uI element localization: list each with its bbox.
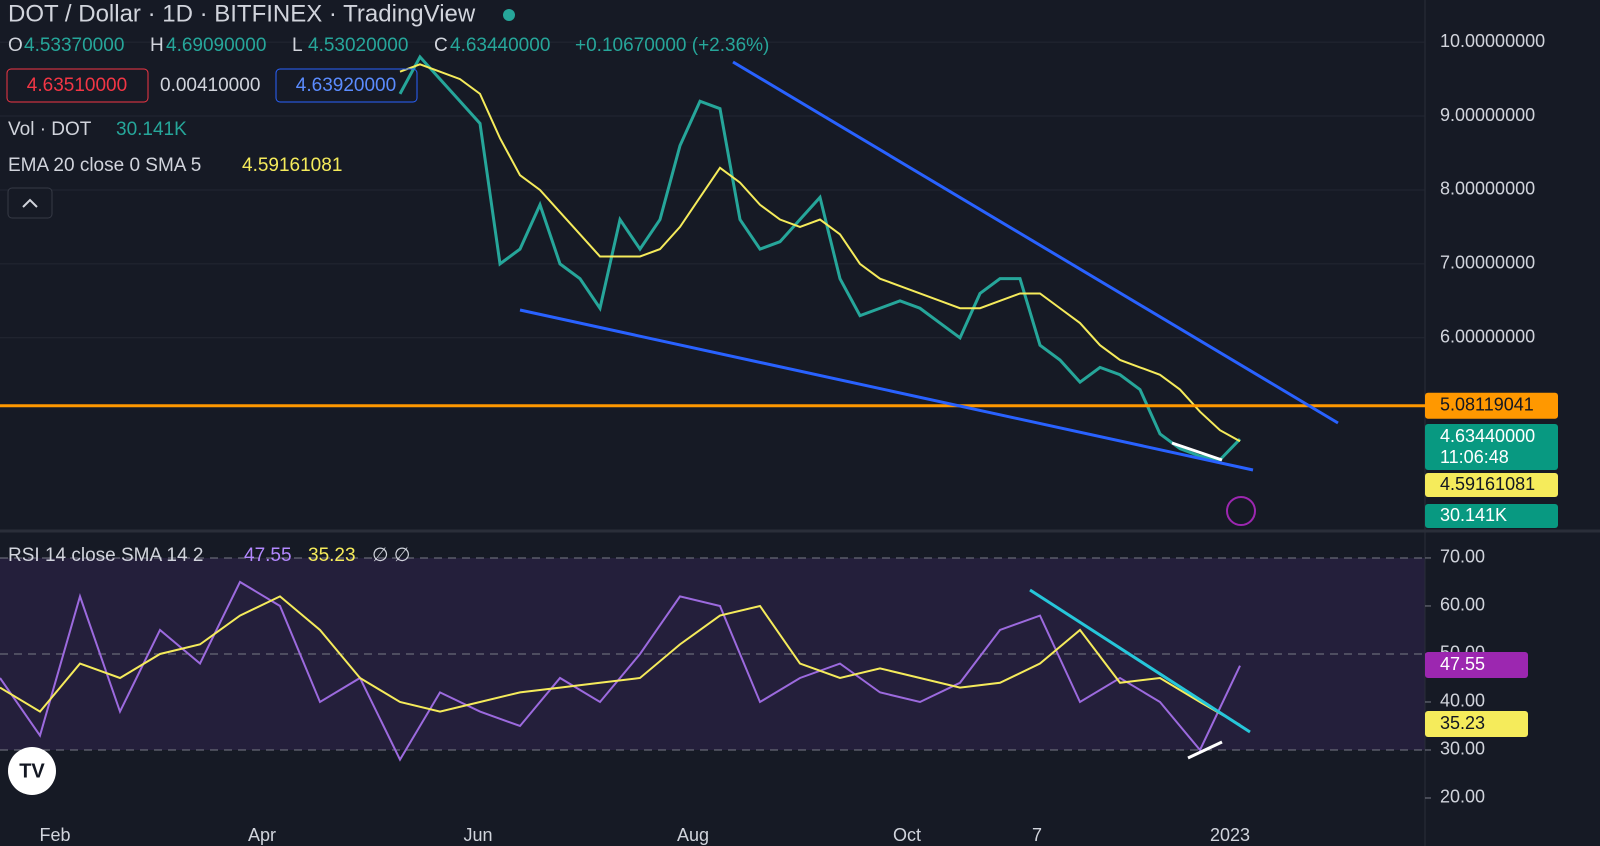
volume-label: Vol · DOT [8, 119, 92, 140]
x-tick-label: Jun [463, 825, 492, 845]
rsi-trendline [1029, 588, 1251, 734]
ask-box[interactable] [275, 68, 418, 103]
ema-badge: 4.59161081 [1440, 474, 1535, 494]
ohlc-value: 4.63440000 [450, 35, 550, 56]
volume-value: 30.141K [116, 119, 187, 140]
change: +0.10670000 (+2.36%) [575, 35, 769, 56]
rsi-badge-bg [1425, 652, 1528, 678]
x-tick-label: 2023 [1210, 825, 1250, 845]
price-tick-label: 6.00000000 [1440, 327, 1535, 347]
bid-box[interactable] [6, 68, 149, 103]
sma-badge: 35.23 [1440, 713, 1485, 733]
ask: 4.63920000 [296, 75, 396, 96]
sma-badge-bg [1425, 711, 1528, 737]
logo[interactable] [8, 747, 56, 795]
x-tick-label: 7 [1032, 825, 1042, 845]
series-line [398, 54, 1242, 462]
volume-badge: 30.141K [1440, 505, 1507, 525]
status-dot [503, 9, 515, 21]
ohlc-value: 4.53370000 [24, 35, 124, 56]
x-tick-label: Aug [677, 825, 709, 845]
ohlc-value: 4.53020000 [308, 35, 408, 56]
x-tick-label: Feb [39, 825, 70, 845]
lower-trendline [519, 308, 1254, 472]
upper-trendline [732, 60, 1339, 425]
rsi-badge: 47.55 [1440, 654, 1485, 674]
countdown: 11:06:48 [1440, 447, 1509, 467]
volume-badge-bg [1425, 504, 1558, 528]
ema-value: 4.59161081 [242, 155, 342, 176]
ohlc-key: C [434, 35, 448, 56]
rsi-tick-label: 30.00 [1440, 739, 1485, 759]
bid: 4.63510000 [27, 75, 127, 96]
rsi-tick-label: 20.00 [1440, 787, 1485, 807]
ema-label: EMA 20 close 0 SMA 5 [8, 155, 201, 176]
x-tick-label: Oct [893, 825, 921, 845]
rsi-tick-label: 70.00 [1440, 547, 1485, 567]
last-price-badge-bg [1425, 424, 1558, 470]
collapse-icon [22, 198, 38, 208]
rsi-sma-value: 35.23 [308, 545, 356, 566]
price-line-badge: 5.08119041 [1440, 394, 1534, 414]
series-line [399, 63, 1241, 443]
ohlc-value: 4.69090000 [166, 35, 266, 56]
logo-mark: TV [19, 760, 45, 782]
ohlc-key: L [292, 35, 303, 56]
price-tick-label: 8.00000000 [1440, 179, 1535, 199]
rsi-label: RSI 14 close SMA 14 2 [8, 545, 203, 566]
rsi-band [0, 558, 1425, 750]
spread: 0.00410000 [160, 75, 260, 96]
rsi-tick-label: 60.00 [1440, 595, 1485, 615]
series-line [0, 580, 1241, 762]
collapse-button[interactable] [7, 187, 53, 219]
last-price: 4.63440000 [1440, 426, 1535, 446]
rsi-flags: ∅ ∅ [372, 545, 410, 566]
x-tick-label: Apr [248, 825, 276, 845]
ema-badge-bg [1425, 473, 1558, 497]
support-mark [1171, 441, 1223, 462]
rsi-tick-label: 40.00 [1440, 691, 1485, 711]
series-line [0, 595, 1241, 726]
rsi-divergence-mark [1187, 740, 1223, 760]
symbol-title: DOT / Dollar · 1D · BITFINEX · TradingVi… [8, 0, 476, 27]
price-line-badge-bg [1425, 392, 1558, 419]
price-tick-label: 9.00000000 [1440, 105, 1535, 125]
price-tick-label: 10.00000000 [1440, 31, 1545, 51]
price-tick-label: 7.00000000 [1440, 253, 1535, 273]
event-icon[interactable] [1226, 496, 1256, 526]
ohlc-key: O [8, 35, 23, 56]
ohlc-key: H [150, 35, 164, 56]
rsi-value: 47.55 [244, 545, 292, 566]
